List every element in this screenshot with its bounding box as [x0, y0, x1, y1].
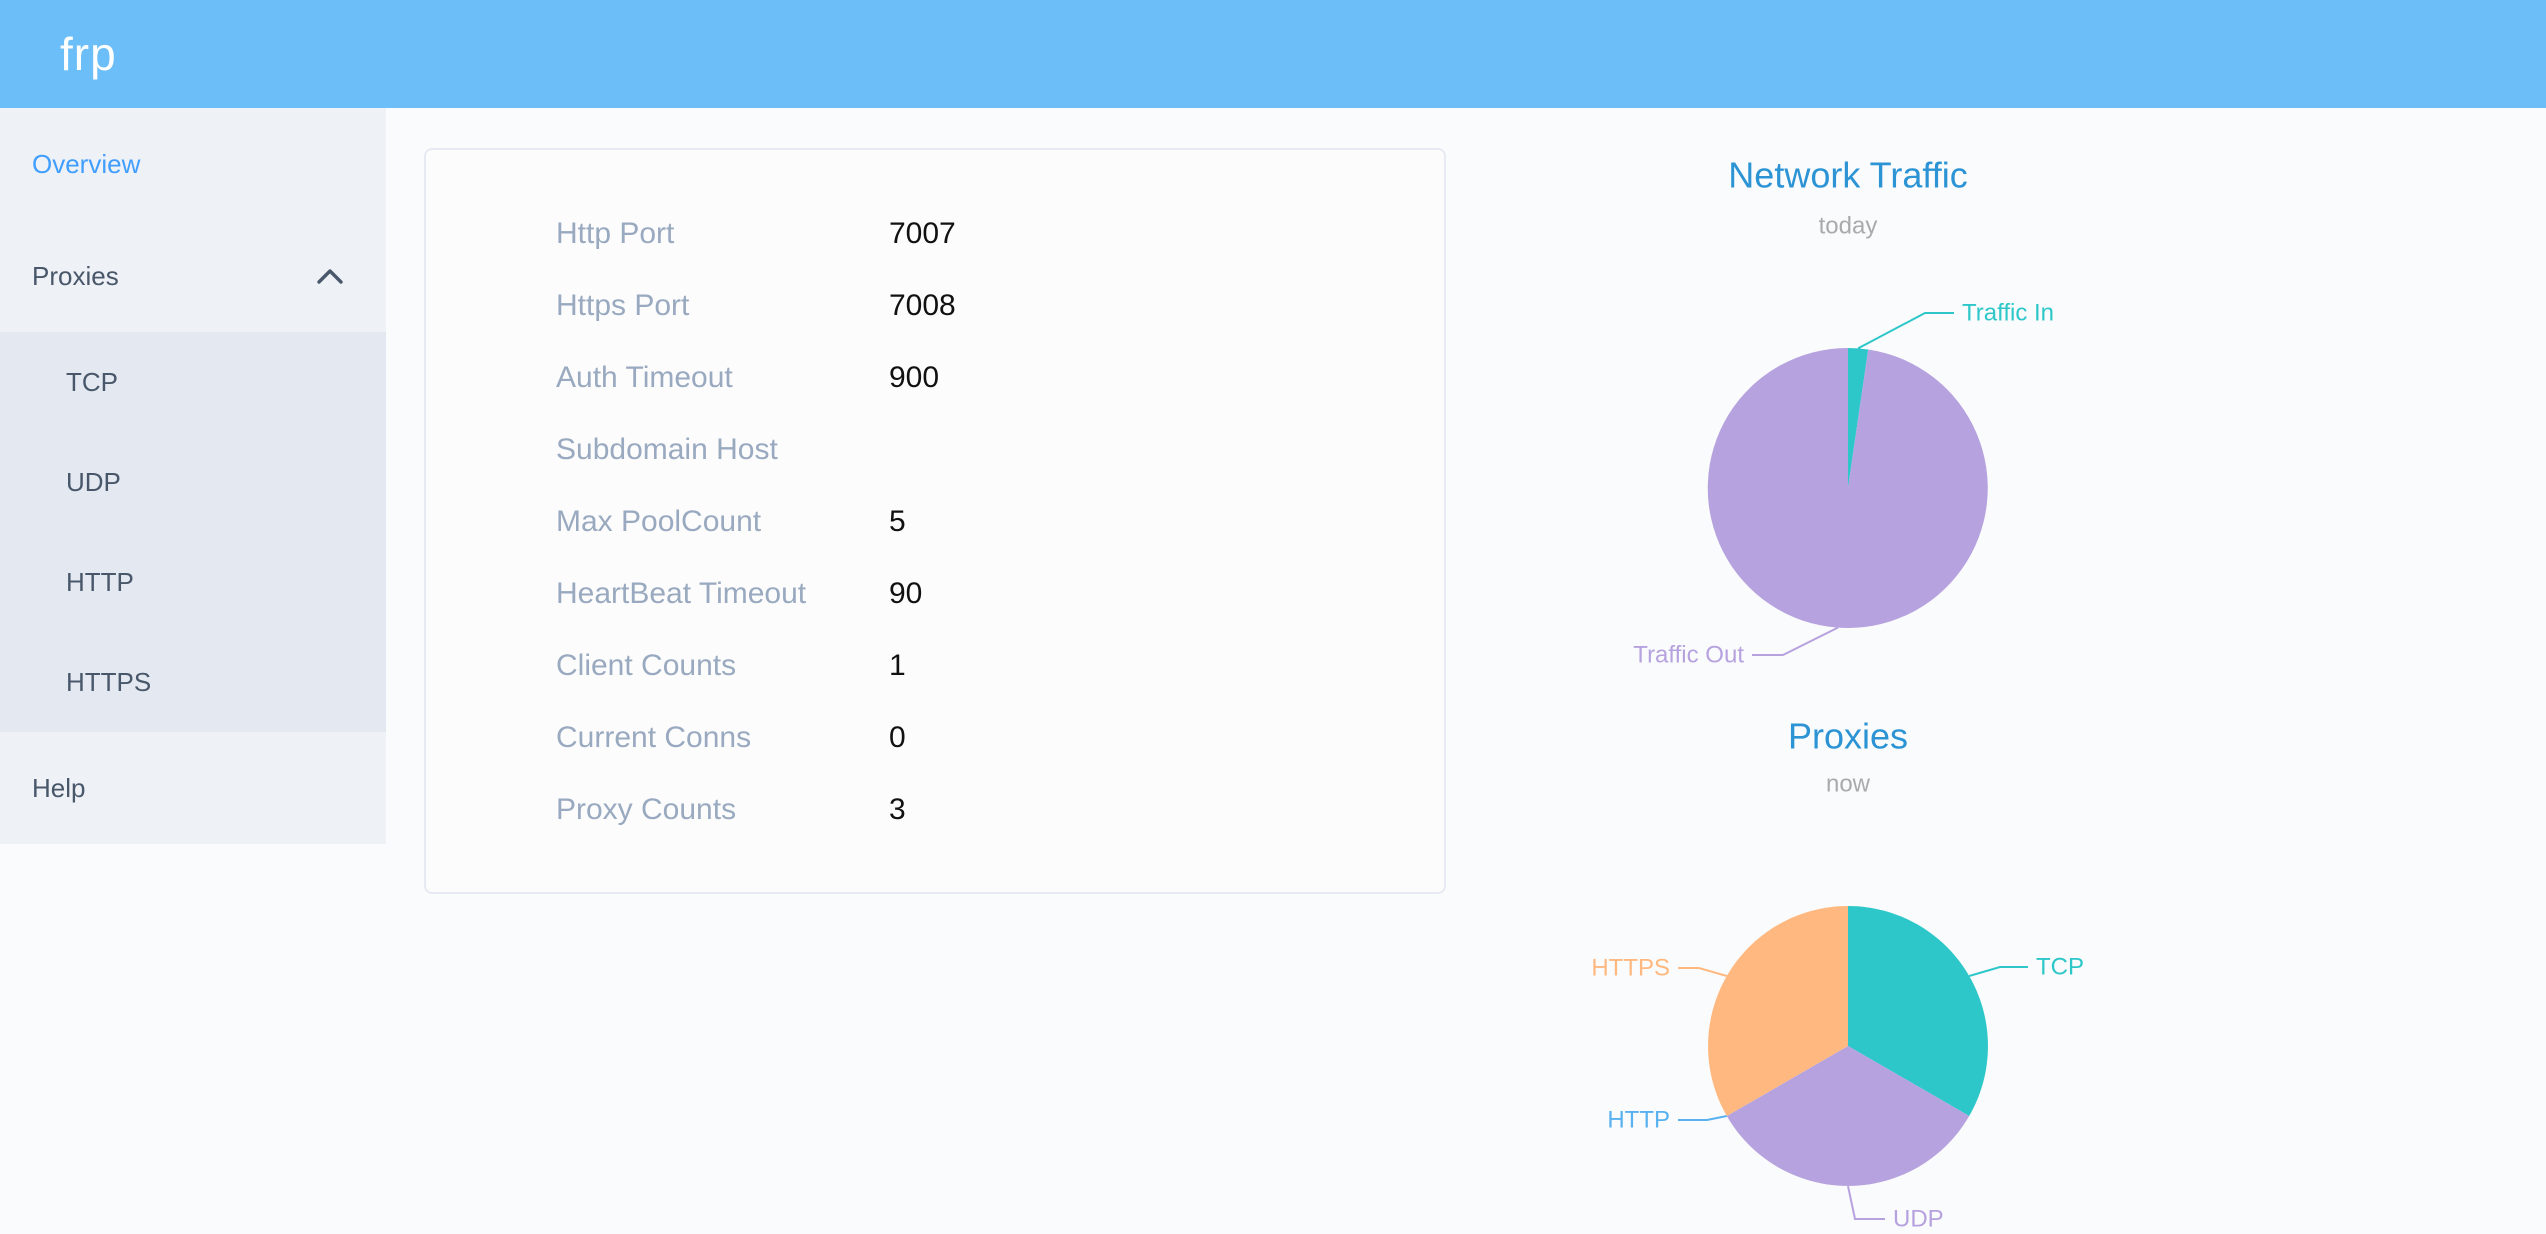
pie-slice-udp[interactable] [1726, 1046, 1970, 1186]
chevron-up-icon [317, 269, 343, 284]
chart-subtitle: today [1819, 213, 1878, 240]
sidebar-item-label: HTTPS [66, 666, 152, 697]
pie-slice-tcp[interactable] [1848, 906, 1988, 1116]
label-line-traffic-in [1857, 312, 1954, 350]
info-label: Max PoolCount [556, 505, 762, 538]
label-line-traffic-out [1752, 626, 1839, 656]
sidebar-item-label: Proxies [32, 260, 119, 291]
pie-slice-traffic-in[interactable] [1848, 348, 1869, 488]
proxies-submenu: TCP UDP HTTP HTTPS [0, 332, 386, 732]
sidebar-item-label: Help [32, 772, 86, 803]
pie-slice-https[interactable] [1708, 906, 1848, 1116]
info-row: Http Port 7007 [556, 198, 1444, 270]
chart-title: Network Traffic [1728, 155, 1967, 196]
info-label: Http Port [556, 217, 675, 250]
info-value: 90 [889, 577, 923, 610]
chart-label-udp: UDP [1893, 1206, 1944, 1233]
chart-label-traffic-out: Traffic Out [1633, 642, 1744, 669]
info-row: Client Counts 1 [556, 630, 1444, 702]
sidebar-item-label: TCP [66, 366, 118, 397]
info-label: HeartBeat Timeout [556, 577, 807, 610]
proxies-chart[interactable]: Proxies now TCP UDP HTTP HTTPS [1538, 690, 2158, 1234]
chart-title: Proxies [1788, 716, 1908, 757]
info-value: 7007 [889, 217, 956, 250]
info-row: Proxy Counts 3 [556, 774, 1444, 846]
sidebar-menu: Overview Proxies TCP UDP HTTP HTTPS Help [0, 108, 386, 844]
sidebar-item-label: HTTP [66, 566, 134, 597]
chart-label-http: HTTP [1607, 1107, 1670, 1134]
sidebar-item-label: UDP [66, 466, 121, 497]
sidebar-item-tcp[interactable]: TCP [0, 332, 386, 432]
info-value: 5 [889, 505, 906, 538]
info-row: Max PoolCount 5 [556, 486, 1444, 558]
chart-label-tcp: TCP [2036, 954, 2084, 981]
label-line-http [1678, 1115, 1727, 1121]
sidebar-item-proxies[interactable]: Proxies [0, 220, 386, 332]
sidebar-item-label: Overview [32, 148, 141, 179]
info-row: HeartBeat Timeout 90 [556, 558, 1444, 630]
label-line-https [1678, 967, 1728, 977]
info-value: 3 [889, 793, 906, 826]
pie-slice-traffic-out[interactable] [1707, 347, 1988, 628]
chart-subtitle: now [1826, 771, 1871, 798]
sidebar-item-overview[interactable]: Overview [0, 108, 386, 220]
network-traffic-chart[interactable]: Network Traffic today Traffic In Traffic Ou… [1538, 120, 2158, 680]
sidebar: Overview Proxies TCP UDP HTTP HTTPS Help [0, 108, 386, 844]
sidebar-item-http[interactable]: HTTP [0, 532, 386, 632]
info-row: Subdomain Host [556, 414, 1444, 486]
info-value: 7008 [889, 289, 956, 322]
header: frp [0, 0, 2546, 108]
info-row: Current Conns 0 [556, 702, 1444, 774]
sidebar-item-udp[interactable]: UDP [0, 432, 386, 532]
info-value: 0 [889, 721, 906, 754]
app-logo: frp [60, 28, 117, 80]
info-label: Https Port [556, 289, 690, 322]
info-value: 1 [889, 649, 906, 682]
info-label: Subdomain Host [556, 433, 778, 466]
label-line-tcp [1968, 966, 2028, 977]
info-label: Proxy Counts [556, 793, 737, 826]
info-label: Client Counts [556, 649, 737, 682]
info-row: Https Port 7008 [556, 270, 1444, 342]
chart-label-traffic-in: Traffic In [1962, 300, 2054, 327]
info-value: 900 [889, 361, 940, 394]
chart-label-https: HTTPS [1591, 955, 1670, 982]
info-label: Current Conns [556, 721, 752, 754]
info-row: Auth Timeout 900 [556, 342, 1444, 414]
info-label: Auth Timeout [556, 361, 733, 394]
server-info-card: Http Port 7007 Https Port 7008 Auth Time… [424, 148, 1446, 894]
sidebar-item-help[interactable]: Help [0, 732, 386, 844]
sidebar-item-https[interactable]: HTTPS [0, 632, 386, 732]
label-line-udp [1847, 1185, 1885, 1220]
